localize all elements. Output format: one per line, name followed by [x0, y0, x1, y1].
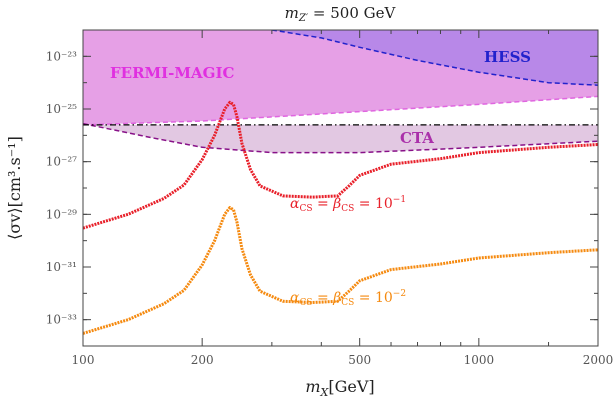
chart-title: mZ′ = 500 GeV — [285, 4, 397, 24]
x-axis-label: mX[GeV] — [305, 377, 374, 399]
y-axis-label: ⟨σv⟩[cm³.s⁻¹] — [5, 136, 24, 240]
x-tick-label: 100 — [72, 353, 95, 367]
boundary-hess — [271, 30, 598, 86]
series-label-orange: αCS = βCS = 10−2 — [290, 289, 406, 308]
x-tick-label: 2000 — [583, 353, 613, 367]
boundary-cta — [83, 122, 598, 154]
y-tick-label: 10⁻²⁹ — [46, 207, 77, 221]
y-tick-label: 10⁻³¹ — [46, 260, 77, 274]
x-tick-label: 500 — [348, 353, 371, 367]
plot-area — [83, 30, 598, 335]
axis-ticks: 100 200 500 1000 2000 10⁻³³ 10⁻³¹ 10⁻²⁹ 10⁻²⁷ 10⁻… — [46, 29, 613, 367]
region-cta — [83, 123, 598, 153]
region-label-cta: CTA — [400, 129, 434, 147]
y-tick-label: 10⁻²⁵ — [46, 102, 77, 116]
y-tick-label: 10⁻³³ — [46, 313, 77, 327]
x-tick-label: 200 — [191, 353, 214, 367]
region-label-hess: HESS — [484, 48, 531, 66]
y-tick-label: 10⁻²⁷ — [46, 155, 77, 169]
region-hess — [271, 30, 598, 86]
region-label-fermi-magic: FERMI-MAGIC — [110, 64, 234, 82]
series-label-red: αCS = βCS = 10−1 — [290, 195, 406, 214]
boundary-fermi-magic — [83, 95, 598, 126]
plot-frame — [82, 29, 599, 347]
series-line-0 — [83, 100, 598, 230]
x-tick-label: 1000 — [464, 353, 495, 367]
series-line-1 — [83, 206, 598, 335]
y-tick-label: 10⁻²³ — [46, 49, 77, 63]
